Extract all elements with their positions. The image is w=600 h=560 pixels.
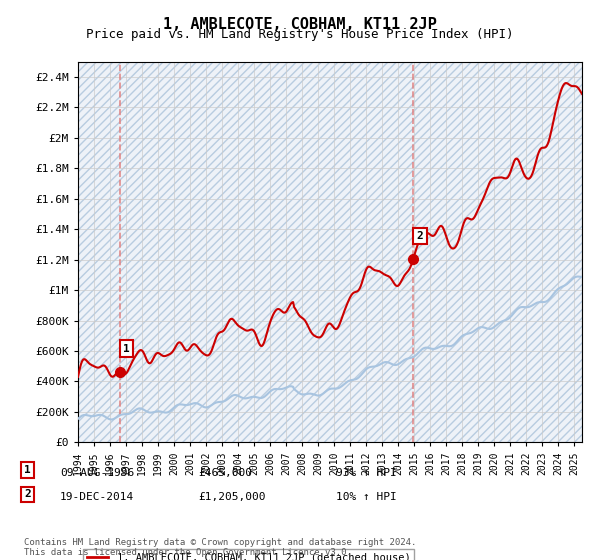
Text: Price paid vs. HM Land Registry's House Price Index (HPI): Price paid vs. HM Land Registry's House … [86, 28, 514, 41]
Text: 10% ↑ HPI: 10% ↑ HPI [336, 492, 397, 502]
Text: 09-AUG-1996: 09-AUG-1996 [60, 468, 134, 478]
Text: 1: 1 [123, 344, 130, 354]
Text: 1: 1 [24, 465, 31, 475]
Text: 2: 2 [24, 489, 31, 500]
Text: 19-DEC-2014: 19-DEC-2014 [60, 492, 134, 502]
Legend: 1, AMBLECOTE, COBHAM, KT11 2JP (detached house), HPI: Average price, detached ho: 1, AMBLECOTE, COBHAM, KT11 2JP (detached… [83, 549, 415, 560]
Text: £1,205,000: £1,205,000 [198, 492, 265, 502]
Text: 93% ↑ HPI: 93% ↑ HPI [336, 468, 397, 478]
Text: 2: 2 [416, 231, 424, 241]
Text: Contains HM Land Registry data © Crown copyright and database right 2024.
This d: Contains HM Land Registry data © Crown c… [24, 538, 416, 557]
Text: 1, AMBLECOTE, COBHAM, KT11 2JP: 1, AMBLECOTE, COBHAM, KT11 2JP [163, 17, 437, 32]
Text: £465,000: £465,000 [198, 468, 252, 478]
